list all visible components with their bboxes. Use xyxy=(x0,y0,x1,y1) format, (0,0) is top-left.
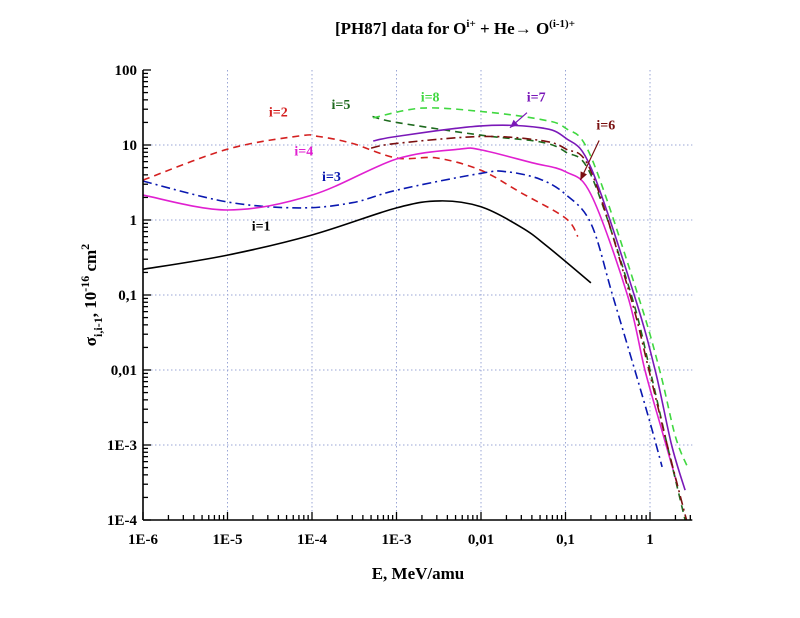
series-label-i-3: i=3 xyxy=(322,170,341,185)
series-line-i-8 xyxy=(373,107,689,468)
x-tick-label: 0,1 xyxy=(556,532,575,548)
title-sup2: (i-1)+ xyxy=(549,18,575,30)
x-tick-label: 1 xyxy=(646,532,654,548)
title-prefix: [PH87] data for O xyxy=(335,19,466,38)
series-label-i-4: i=4 xyxy=(294,145,313,160)
series-label-i-1: i=1 xyxy=(252,220,271,235)
y-label-sub: i,i-1 xyxy=(91,317,105,337)
series-line-i-3 xyxy=(142,170,663,468)
series-line-i-4 xyxy=(142,147,678,485)
series-label-i-6: i=6 xyxy=(596,119,615,134)
series-label-i-8: i=8 xyxy=(421,91,440,106)
grid xyxy=(143,70,693,520)
y-label-sigma: σ xyxy=(81,336,100,346)
series-line-i-5 xyxy=(372,115,686,521)
series-line-i-1 xyxy=(142,200,592,284)
series-label-i-7: i=7 xyxy=(527,91,546,106)
chart-title: [PH87] data for Oi+ + He→ O(i-1)+ xyxy=(335,18,575,38)
y-tick-label: 1E-4 xyxy=(107,513,138,529)
y-tick-label: 10 xyxy=(122,138,137,154)
y-tick-label: 0,01 xyxy=(111,363,137,379)
curve-labels: i=1 i=2 i=3 i=4 i=5 i=6 i=7 i=8 xyxy=(252,91,616,235)
curves xyxy=(142,107,689,521)
series-line-i-7 xyxy=(373,124,686,491)
series-line-i-2 xyxy=(142,134,579,238)
title-sup1: i+ xyxy=(466,18,475,30)
x-tick-label: 0,01 xyxy=(468,532,494,548)
y-label-unit: cm xyxy=(81,250,100,276)
annotation-arrow-head xyxy=(509,119,519,128)
annotation-arrow-head xyxy=(580,171,587,181)
x-axis-label: E, MeV/amu xyxy=(372,564,465,583)
title-middle: + He→ O xyxy=(476,19,549,38)
y-label-sup: -16 xyxy=(78,276,92,292)
y-tick-label: 1E-3 xyxy=(107,438,137,454)
series-label-i-2: i=2 xyxy=(269,105,288,120)
x-tick-label: 1E-4 xyxy=(297,532,328,548)
x-tick-label: 1E-6 xyxy=(128,532,159,548)
y-tick-label: 100 xyxy=(115,63,138,79)
series-label-i-5: i=5 xyxy=(331,98,350,113)
x-tick-label: 1E-3 xyxy=(382,532,412,548)
y-tick-label: 1 xyxy=(130,213,138,229)
y-label-prefix: , 10 xyxy=(81,292,100,318)
y-label-sup2: 2 xyxy=(78,244,92,250)
x-tick-label: 1E-5 xyxy=(213,532,243,548)
y-axis-label: σi,i-1, 10-16 cm2 xyxy=(78,244,105,346)
y-tick-label: 0,1 xyxy=(118,288,137,304)
series-line-i-6 xyxy=(370,135,688,521)
axes: 1E-6 1E-5 1E-4 1E-3 0,01 0,1 1 1E-4 1E-3 0,01 0,1 1… xyxy=(107,63,693,548)
